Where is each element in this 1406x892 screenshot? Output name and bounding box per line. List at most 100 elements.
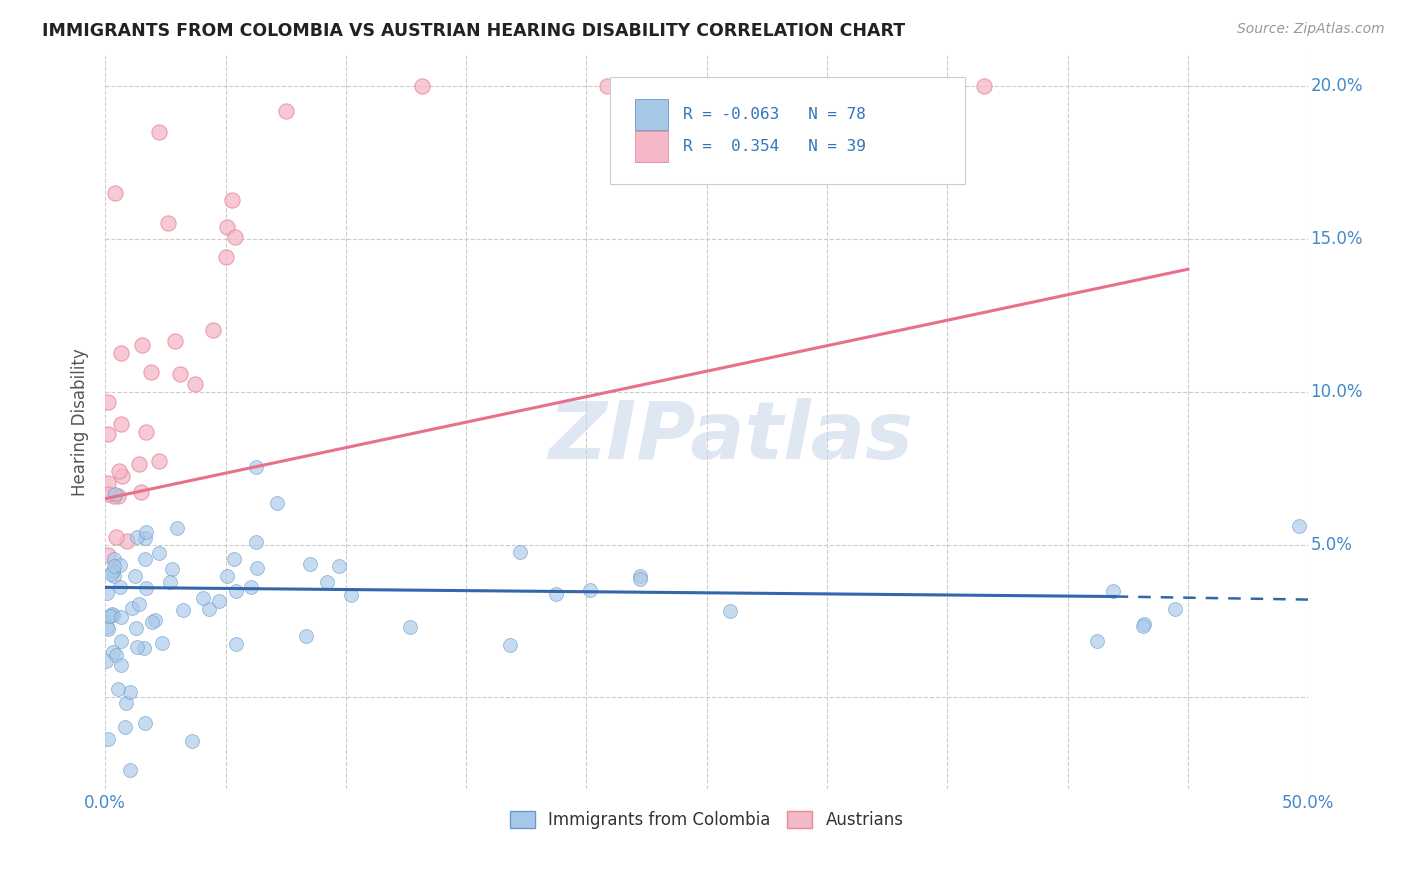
Text: 5.0%: 5.0% — [1310, 535, 1353, 554]
Point — [184, 376, 207, 391]
Point — [124, 569, 146, 583]
FancyBboxPatch shape — [610, 78, 966, 184]
Point — [150, 636, 173, 650]
Point — [128, 457, 150, 471]
Point — [110, 346, 132, 360]
Point — [114, 720, 136, 734]
Point — [546, 587, 568, 601]
Point — [159, 574, 181, 589]
Point — [859, 78, 882, 93]
Point — [399, 620, 422, 634]
Point — [224, 230, 246, 244]
Point — [100, 607, 122, 621]
Point — [110, 417, 132, 431]
Point — [110, 657, 132, 672]
Point — [118, 763, 141, 777]
Point — [129, 484, 152, 499]
Point — [104, 186, 127, 200]
Point — [198, 602, 221, 616]
Point — [107, 490, 129, 504]
Point — [135, 581, 157, 595]
Point — [499, 638, 522, 652]
Point — [98, 608, 121, 623]
Point — [156, 216, 179, 230]
Point — [225, 637, 247, 651]
Point — [108, 580, 131, 594]
Point — [94, 654, 117, 668]
Point — [131, 337, 153, 351]
Point — [246, 561, 269, 575]
Point — [1133, 616, 1156, 631]
Y-axis label: Hearing Disability: Hearing Disability — [72, 348, 89, 496]
Point — [121, 601, 143, 615]
Point — [103, 489, 125, 503]
Point — [125, 621, 148, 635]
Text: Source: ZipAtlas.com: Source: ZipAtlas.com — [1237, 22, 1385, 37]
Point — [191, 591, 214, 606]
Text: ZIPatlas: ZIPatlas — [548, 398, 914, 475]
Point — [411, 78, 433, 93]
Point — [134, 715, 156, 730]
Point — [120, 685, 142, 699]
Point — [97, 394, 120, 409]
Point — [108, 558, 131, 572]
Point — [1132, 619, 1154, 633]
Point — [807, 78, 830, 93]
Point — [108, 465, 131, 479]
Point — [97, 486, 120, 500]
Point — [132, 640, 155, 655]
Point — [274, 104, 297, 119]
FancyBboxPatch shape — [634, 99, 668, 130]
Point — [169, 368, 191, 382]
Point — [114, 696, 136, 710]
Point — [110, 609, 132, 624]
Point — [134, 532, 156, 546]
Point — [181, 734, 204, 748]
FancyBboxPatch shape — [634, 131, 668, 161]
Text: 15.0%: 15.0% — [1310, 229, 1362, 248]
Point — [97, 475, 120, 490]
Point — [973, 78, 995, 93]
Point — [215, 569, 238, 583]
Point — [103, 565, 125, 579]
Point — [143, 613, 166, 627]
Point — [97, 548, 120, 562]
Point — [127, 530, 149, 544]
Point — [201, 322, 224, 336]
Point — [579, 583, 602, 598]
Point — [315, 575, 337, 590]
Point — [222, 552, 245, 566]
Point — [103, 551, 125, 566]
Point — [718, 604, 741, 618]
Point — [735, 78, 758, 93]
Point — [103, 569, 125, 583]
Point — [141, 365, 163, 379]
Point — [148, 125, 170, 139]
Point — [1288, 519, 1310, 533]
Point — [628, 572, 651, 586]
Point — [110, 633, 132, 648]
Point — [160, 562, 183, 576]
Point — [1085, 633, 1108, 648]
Point — [134, 551, 156, 566]
Point — [780, 78, 803, 93]
Point — [148, 453, 170, 467]
Point — [115, 533, 138, 548]
Point — [107, 681, 129, 696]
Point — [96, 620, 118, 634]
Point — [628, 568, 651, 582]
Point — [240, 580, 263, 594]
Point — [97, 427, 120, 442]
Text: 20.0%: 20.0% — [1310, 77, 1362, 95]
Point — [1101, 584, 1123, 599]
Point — [214, 250, 236, 264]
Point — [595, 78, 617, 93]
Point — [135, 524, 157, 539]
Point — [225, 584, 247, 599]
Point — [104, 648, 127, 663]
Text: 10.0%: 10.0% — [1310, 383, 1362, 401]
Point — [97, 622, 120, 636]
Point — [509, 544, 531, 558]
Point — [101, 607, 124, 622]
Point — [100, 566, 122, 581]
